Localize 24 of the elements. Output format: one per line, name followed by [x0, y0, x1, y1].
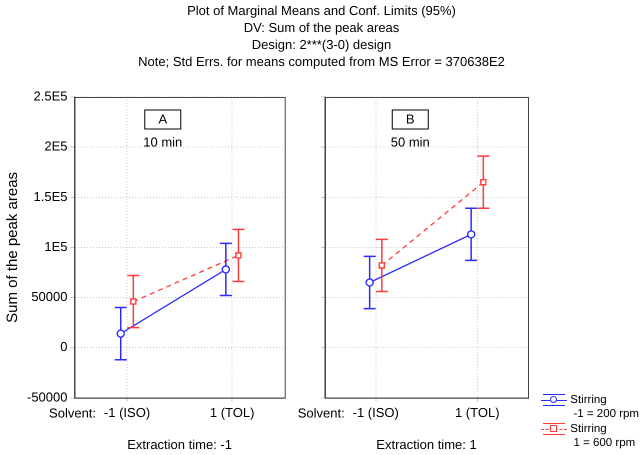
y-tick-label: 2.5E5	[33, 88, 68, 104]
x-axis-title: Extraction time: -1	[127, 436, 232, 452]
annotation: 50 min	[390, 134, 430, 150]
y-tick-label: -50000	[26, 389, 68, 404]
text: Solvent:	[49, 405, 96, 420]
annotation: B	[406, 112, 415, 127]
text: Plot of Marginal Means and Conf. Limits (95%)	[186, 2, 457, 19]
text: DV: Sum of the peak areas Design: 2***(3-0) design Note; Std Errs. for means computed from MS Error = 370638E2	[137, 19, 506, 70]
y-tick-label: 50000	[31, 289, 68, 304]
y-tick-label: 2E5	[44, 138, 68, 154]
x-tick-label: 1 (TOL)	[210, 405, 254, 420]
x-tick-label: 1 (TOL)	[454, 405, 500, 420]
annotation: A	[158, 112, 168, 127]
x-tick-label: -1 (ISO)	[352, 405, 399, 420]
y-tick-label: 0	[60, 339, 68, 354]
annotation: 10 min	[143, 134, 182, 150]
x-tick-label: -1 (ISO)	[104, 405, 150, 420]
y-axis-title: Sum of the peak areas	[4, 172, 22, 323]
legend-label: Stirring 1 = 600 rpm	[570, 422, 636, 450]
y-tick-label: 1.5E5	[33, 188, 68, 204]
text: Solvent:	[298, 405, 345, 420]
legend-label: Stirring -1 = 200 rpm	[570, 393, 639, 421]
x-axis-title: Extraction time: 1	[376, 436, 477, 452]
y-tick-label: 1E5	[44, 238, 68, 254]
